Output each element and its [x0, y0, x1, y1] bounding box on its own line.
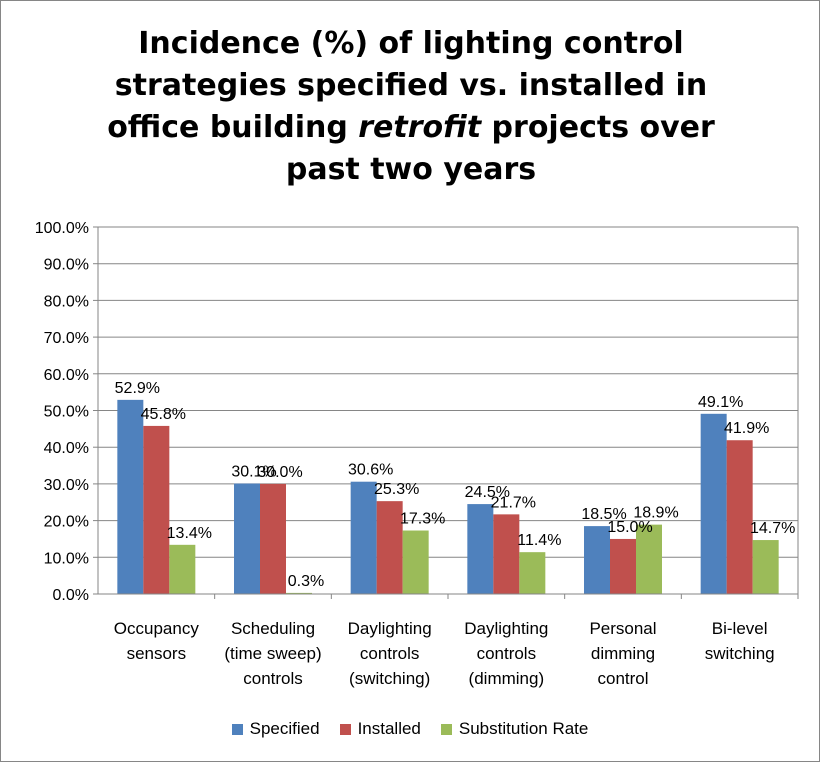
data-label: 17.3% — [400, 511, 445, 528]
x-category-label-line: control — [597, 669, 648, 688]
x-category-label-line: controls — [360, 644, 420, 663]
x-category-label-line: Daylighting — [464, 619, 548, 638]
data-label: 15.0% — [607, 519, 652, 536]
x-category-label-line: (dimming) — [469, 669, 545, 688]
bar — [169, 544, 196, 594]
y-tick-label: 100.0% — [35, 220, 89, 237]
x-category-label-line: Occupancy — [114, 619, 200, 638]
data-label: 30.6% — [348, 462, 393, 479]
x-category-label: Daylighting controls (switching) — [348, 619, 432, 688]
bar — [493, 514, 520, 594]
legend-label: Specified — [249, 719, 320, 738]
bar — [402, 530, 429, 594]
bar — [286, 592, 312, 594]
legend-swatch — [440, 723, 452, 735]
bar — [467, 504, 494, 594]
bar — [143, 425, 170, 594]
x-category-label: Bi-level switching — [705, 619, 775, 663]
title-text-before: Incidence (%) of lighting control strate… — [107, 26, 708, 145]
data-label: 30.0% — [257, 464, 302, 481]
x-category-label-line: (time sweep) — [224, 644, 321, 663]
bar — [726, 440, 753, 594]
title-text-emphasis: retrofit — [358, 110, 482, 145]
x-category-label: Daylighting controls (dimming) — [464, 619, 548, 688]
y-tick-label: 30.0% — [44, 477, 89, 494]
legend-item: Installed — [339, 719, 421, 739]
x-category-label-line: controls — [477, 644, 537, 663]
x-category-label-line: controls — [243, 669, 303, 688]
data-label: 25.3% — [374, 481, 419, 498]
y-tick-label: 40.0% — [44, 440, 89, 457]
bar — [350, 481, 377, 594]
y-tick-label: 70.0% — [44, 330, 89, 347]
legend: Specified Installed Substitution Rate — [1, 719, 819, 739]
x-category-label: Scheduling (time sweep) controls — [224, 619, 321, 688]
data-label: 21.7% — [491, 494, 536, 511]
legend-label: Substitution Rate — [458, 719, 589, 738]
legend-label: Installed — [357, 719, 421, 738]
title-text-after: projects over past two years — [285, 110, 715, 187]
bar — [752, 540, 779, 594]
data-label: 41.9% — [724, 420, 769, 437]
x-category-label-line: switching — [705, 644, 775, 663]
legend-swatch — [339, 723, 351, 735]
bar — [519, 552, 546, 594]
x-category-label-line: Daylighting — [348, 619, 432, 638]
bar — [584, 526, 610, 594]
legend-item: Specified — [231, 719, 320, 739]
bar — [117, 399, 144, 594]
x-category-label-line: dimming — [591, 644, 655, 663]
x-category-label: Personal dimming control — [589, 619, 656, 688]
x-category-label-line: sensors — [127, 644, 187, 663]
bar — [234, 483, 260, 594]
bar — [376, 501, 403, 594]
legend-swatch — [231, 723, 243, 735]
x-category-label: Occupancy sensors — [114, 619, 200, 663]
bar — [610, 538, 636, 594]
y-tick-label: 90.0% — [44, 257, 89, 274]
data-label: 18.9% — [633, 505, 678, 522]
data-label: 45.8% — [141, 406, 186, 423]
x-category-label-line: Scheduling — [231, 619, 315, 638]
data-label: 52.9% — [115, 380, 160, 397]
x-category-label-line: Bi-level — [712, 619, 768, 638]
data-label: 0.3% — [288, 573, 324, 590]
data-label: 30.1% — [231, 464, 276, 481]
data-label: 13.4% — [167, 525, 212, 542]
y-tick-label: 20.0% — [44, 514, 89, 531]
y-tick-label: 60.0% — [44, 367, 89, 384]
chart-title: Incidence (%) of lighting control strate… — [81, 23, 741, 191]
y-tick-label: 50.0% — [44, 404, 89, 421]
data-label: 49.1% — [698, 394, 743, 411]
bar — [636, 524, 662, 594]
y-tick-label: 0.0% — [53, 587, 89, 604]
legend-item: Substitution Rate — [440, 719, 589, 739]
data-label: 14.7% — [750, 520, 795, 537]
data-label: 18.5% — [581, 506, 626, 523]
bar — [260, 483, 286, 594]
y-tick-label: 80.0% — [44, 293, 89, 310]
x-category-label-line: (switching) — [349, 669, 430, 688]
data-label: 11.4% — [517, 532, 561, 549]
data-label: 24.5% — [465, 484, 510, 501]
bar — [700, 413, 727, 594]
y-tick-label: 10.0% — [44, 550, 89, 567]
x-category-label-line: Personal — [589, 619, 656, 638]
